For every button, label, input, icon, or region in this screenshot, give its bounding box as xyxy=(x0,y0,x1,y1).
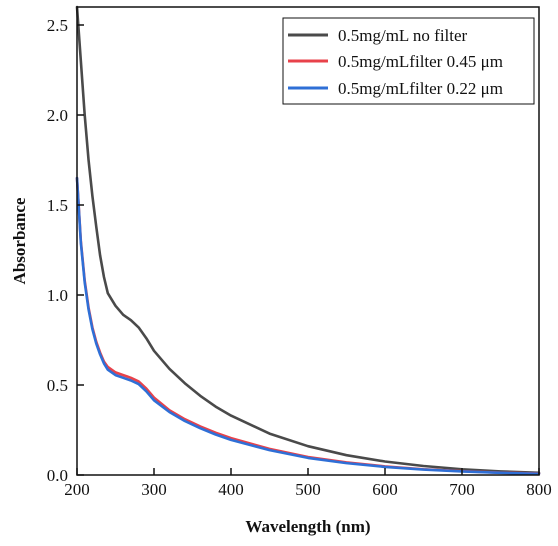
series-layer xyxy=(75,5,541,476)
y-tick-label-5: 2.5 xyxy=(47,16,68,35)
y-tick-label-1: 0.5 xyxy=(47,376,68,395)
series-line-2 xyxy=(75,176,541,476)
x-axis-title: Wavelength (nm) xyxy=(245,517,370,536)
x-tick-label-3: 500 xyxy=(295,480,321,499)
axis-ticks: 200 300 400 500 600 700 800 0.0 0.5 1.0 1.5 2.0 2.5 xyxy=(47,16,552,499)
x-tick-label-6: 800 xyxy=(526,480,552,499)
x-tick-label-4: 600 xyxy=(372,480,398,499)
y-tick-label-3: 1.5 xyxy=(47,196,68,215)
y-axis-title: Absorbance xyxy=(10,197,29,284)
legend-label-filter-045: 0.5mg/mLfilter 0.45 μm xyxy=(338,52,503,71)
y-tick-label-2: 1.0 xyxy=(47,286,68,305)
x-tick-label-2: 400 xyxy=(218,480,244,499)
legend: 0.5mg/mL no filter 0.5mg/mLfilter 0.45 μ… xyxy=(282,17,535,105)
series-line-0 xyxy=(75,5,541,475)
x-tick-label-5: 700 xyxy=(449,480,475,499)
y-tick-label-4: 2.0 xyxy=(47,106,68,125)
legend-label-no-filter: 0.5mg/mL no filter xyxy=(338,26,468,45)
y-tick-label-0: 0.0 xyxy=(47,466,68,485)
legend-label-filter-022: 0.5mg/mLfilter 0.22 μm xyxy=(338,79,503,98)
series-line-1 xyxy=(75,176,541,475)
x-tick-label-1: 300 xyxy=(141,480,167,499)
x-tick-label-0: 200 xyxy=(64,480,90,499)
